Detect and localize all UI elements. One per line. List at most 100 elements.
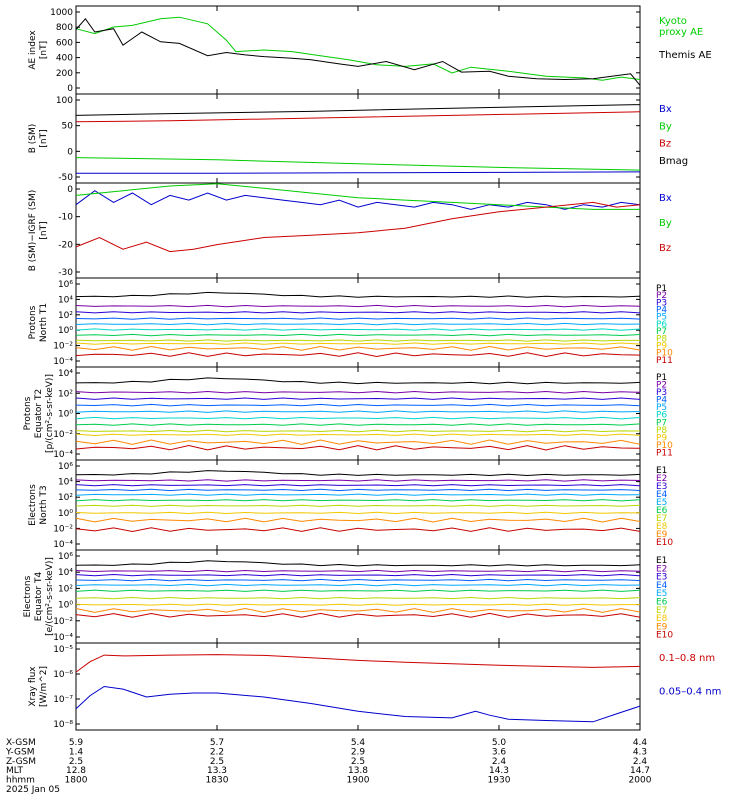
y-tick-label: 10² xyxy=(58,389,73,399)
channel-line-P2 xyxy=(75,304,641,308)
y-axis-label: North T1 xyxy=(39,303,49,342)
channel-label: E1 xyxy=(656,556,667,566)
series-line-3 xyxy=(75,104,641,116)
ephemeris-value: 13.3 xyxy=(207,766,227,776)
legend-label: Bmag xyxy=(659,156,688,167)
channel-line-E2 xyxy=(75,569,641,573)
channel-line-P5 xyxy=(75,410,641,413)
y-tick-label: 10⁴ xyxy=(58,295,73,305)
channel-label: E2 xyxy=(656,564,667,574)
panel-bmigrf: 0 -10 -20 -30 B (SM)−IGRF (SM) [nT] Bx By Bz xyxy=(28,182,672,279)
y-axis-label: B (SM)−IGRF (SM) xyxy=(28,190,38,272)
y-axis-label: Electrons xyxy=(28,484,38,526)
channel-line-E5 xyxy=(75,583,641,587)
y-tick-label: 0 xyxy=(67,147,73,157)
channel-line-E9 xyxy=(75,607,641,613)
channel-line-P9 xyxy=(75,342,641,345)
ephemeris-value: 2.5 xyxy=(69,757,83,767)
y-tick-label: 10⁻⁶ xyxy=(53,670,73,680)
y-tick-label: 10⁻⁸ xyxy=(53,720,73,730)
y-axis-label: Xray flux xyxy=(28,666,38,707)
y-tick-label: 10⁻⁵ xyxy=(53,645,73,655)
legend-label: By xyxy=(659,121,672,132)
y-tick-label: -30 xyxy=(58,268,73,278)
channel-label: P2 xyxy=(656,381,667,391)
channel-line-P1 xyxy=(75,377,641,385)
y-tick-label: 50 xyxy=(62,122,74,132)
ephemeris-value: 5.0 xyxy=(492,738,507,748)
channel-label: P6 xyxy=(656,411,667,421)
ephemeris-row-label: Z-GSM xyxy=(6,757,36,767)
channel-label: E2 xyxy=(656,474,667,484)
y-tick-label: 10⁰ xyxy=(58,410,73,420)
y-tick-label: 10⁶ xyxy=(58,552,73,562)
y-tick-label: 10⁻² xyxy=(53,524,73,534)
y-tick-label: 10² xyxy=(58,493,73,503)
panel-frame xyxy=(75,549,641,644)
channel-line-P6 xyxy=(75,416,641,420)
ephemeris-row-label: X-GSM xyxy=(6,738,36,748)
panel-bsm: 100 50 0 -50 B (SM) [nT] Bx By Bz Bmag xyxy=(28,93,688,184)
channel-label: P10 xyxy=(656,441,673,451)
y-tick-label: 10⁻² xyxy=(53,430,73,440)
channel-line-P1 xyxy=(75,291,641,298)
y-tick-label: 10⁰ xyxy=(58,601,73,611)
y-tick-label: -50 xyxy=(58,173,73,183)
y-tick-label: 10⁴ xyxy=(58,369,73,379)
channel-label: E10 xyxy=(656,631,673,641)
y-tick-label: 10⁶ xyxy=(58,280,73,290)
ephemeris-value: 1900 xyxy=(347,776,370,786)
channel-label: P3 xyxy=(656,298,667,308)
channel-label: E9 xyxy=(656,622,668,632)
legend-label: Kyoto xyxy=(659,16,687,27)
ephemeris-value: 2.5 xyxy=(351,757,365,767)
legend-label: 0.1–0.8 nm xyxy=(659,653,715,664)
legend-label: 0.05–0.4 nm xyxy=(659,687,721,698)
channel-label: E4 xyxy=(656,490,668,500)
channel-line-P8 xyxy=(75,429,641,433)
series-line-1 xyxy=(75,685,641,723)
channel-label: E1 xyxy=(656,466,667,476)
channel-label: E7 xyxy=(656,514,667,524)
panel-protons_t2: 10⁴ 10² 10⁰ 10⁻² 10⁻⁴ Protons Equator T2 [p/(cm… xyxy=(23,366,673,461)
ephemeris-value: 2.9 xyxy=(351,747,366,757)
channel-line-P7 xyxy=(75,423,641,426)
channel-label: P7 xyxy=(656,418,667,428)
series-line-1 xyxy=(75,157,641,171)
channel-label: E8 xyxy=(656,522,668,532)
channel-line-P4 xyxy=(75,403,641,407)
channel-label: E6 xyxy=(656,506,668,516)
channel-label: E7 xyxy=(656,606,667,616)
ephemeris-value: 2.4 xyxy=(492,757,507,767)
y-axis-label: [p/(cm²-s-sr-keV)] xyxy=(45,374,55,453)
channel-line-E5 xyxy=(75,493,641,496)
y-tick-label: 800 xyxy=(56,23,73,33)
channel-label: P9 xyxy=(656,433,667,443)
y-axis-label: Equator T4 xyxy=(34,572,44,622)
channel-line-E8 xyxy=(75,603,640,606)
series-line-2 xyxy=(75,201,641,253)
y-tick-label: 400 xyxy=(56,54,73,64)
channel-line-P10 xyxy=(75,439,641,445)
y-axis-label: B (SM) xyxy=(28,124,38,154)
panel-frame xyxy=(75,459,641,551)
panel-ae: 1000 800 600 400 200 0 AE index [nT] Kyotoproxy … xyxy=(28,5,712,95)
y-tick-label: 10² xyxy=(58,311,73,321)
channel-line-P2 xyxy=(75,390,641,394)
channel-line-E6 xyxy=(75,589,641,592)
y-axis-label: [W/m^2] xyxy=(39,666,49,707)
channel-label: P6 xyxy=(656,320,667,330)
channel-label: P10 xyxy=(656,349,673,359)
ephemeris-row-label: 2025 Jan 05 xyxy=(6,785,60,795)
y-tick-label: -10 xyxy=(58,213,73,223)
ephemeris-value: 5.7 xyxy=(210,738,224,748)
y-tick-label: 10⁰ xyxy=(58,326,73,336)
channel-label: P9 xyxy=(656,341,667,351)
channel-line-E10 xyxy=(75,527,641,533)
channel-label: E5 xyxy=(656,498,667,508)
channel-label: P1 xyxy=(656,373,667,383)
y-tick-label: 1000 xyxy=(50,8,73,18)
channel-line-P9 xyxy=(75,433,641,437)
ephemeris-value: 3.6 xyxy=(492,747,507,757)
